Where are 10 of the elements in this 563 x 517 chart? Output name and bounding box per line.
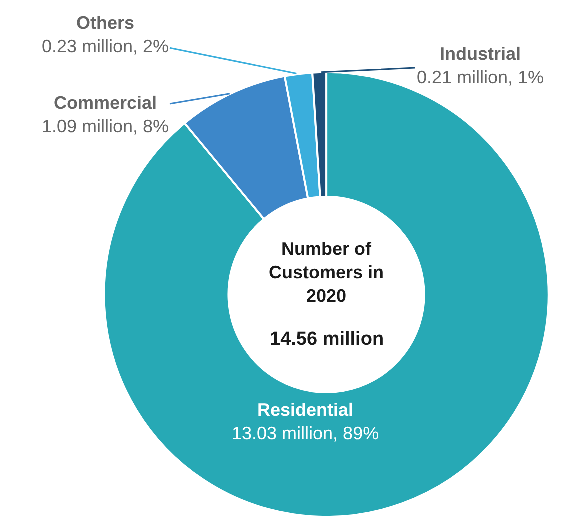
text: Number of Customers in 2020 [269,239,384,306]
data-label: 0.23 million, 2% [42,36,170,56]
slice-label: Industrial [440,44,522,64]
slice-label: Residential [258,400,354,420]
data-label: 13.03 million, 89% [232,423,380,444]
text: 14.56 million [270,329,384,350]
data-label: 1.09 million, 8% [42,116,170,136]
data-label: 0.21 million, 1% [417,67,544,88]
slice-label: Commercial [54,93,158,113]
slice-label: Others [76,13,135,33]
